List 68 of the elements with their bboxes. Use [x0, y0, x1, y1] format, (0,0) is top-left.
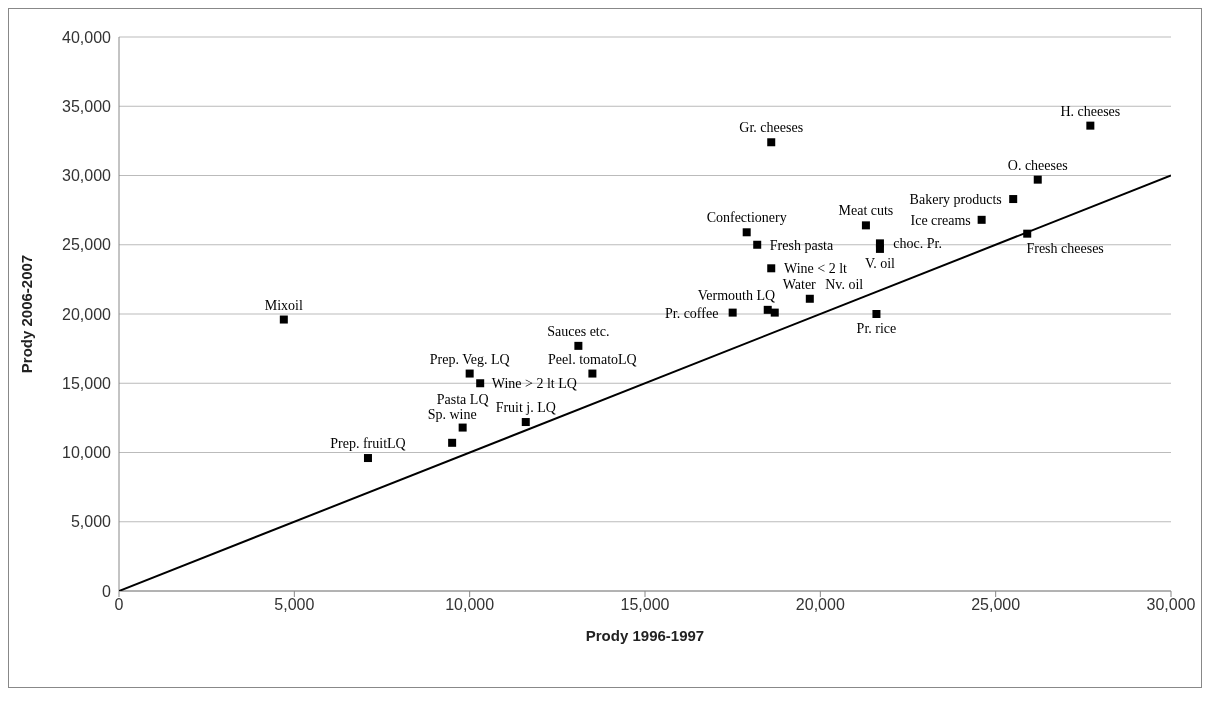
annotation: V. oil	[864, 255, 896, 271]
y-tick-label: 20,000	[62, 305, 112, 323]
point	[1086, 121, 1095, 130]
y-axis-title: Prody 2006-2007	[18, 254, 36, 374]
point	[742, 228, 751, 237]
point	[753, 240, 762, 249]
point	[574, 341, 583, 350]
point	[767, 138, 776, 147]
point	[770, 308, 779, 317]
annotation: Nv. oil	[825, 276, 864, 292]
point	[861, 221, 870, 230]
y-tick-label: 25,000	[62, 236, 112, 254]
point	[767, 264, 776, 273]
annotation: Pasta LQ	[436, 391, 489, 407]
x-tick-label: 0	[114, 596, 124, 614]
x-tick-label: 25,000	[971, 596, 1021, 614]
annotation: Prep. Veg. LQ	[429, 351, 510, 367]
point	[279, 315, 288, 324]
point	[1009, 195, 1018, 204]
annotation: Mixoil	[264, 297, 303, 313]
annotation: choc. Pr.	[893, 236, 942, 252]
point	[977, 215, 986, 224]
annotation: Confectionery	[706, 210, 787, 226]
point	[728, 308, 737, 317]
annotation: Bakery products	[909, 192, 1002, 208]
point	[458, 423, 467, 432]
annotation: H. cheeses	[1060, 103, 1121, 119]
x-tick-label: 15,000	[620, 596, 670, 614]
annotation: Pr. coffee	[664, 305, 719, 321]
annotation: Fresh pasta	[769, 237, 834, 253]
x-tick-label: 30,000	[1146, 596, 1196, 614]
y-tick-label: 5,000	[70, 513, 112, 531]
point	[1033, 175, 1042, 184]
y-tick-label: 10,000	[62, 444, 112, 462]
point	[805, 294, 814, 303]
y-tick-label: 15,000	[62, 374, 112, 392]
x-axis-title: Prody 1996-1997	[585, 627, 705, 644]
annotation: Sauces etc.	[547, 323, 610, 339]
point	[448, 438, 457, 447]
y-tick-label: 40,000	[62, 28, 112, 46]
point	[875, 244, 884, 253]
annotation: Sp. wine	[427, 406, 477, 422]
annotation: Pr. rice	[856, 321, 897, 336]
annotation: Peel. tomatoLQ	[548, 351, 637, 367]
y-tick-label: 30,000	[62, 167, 112, 185]
annotation: Vermouth LQ	[697, 287, 776, 303]
point	[465, 369, 474, 378]
y-tick-label: 0	[102, 582, 112, 600]
x-tick-label: 20,000	[795, 596, 845, 614]
point	[588, 369, 597, 378]
point	[872, 310, 881, 318]
annotation: Wine < 2 lt	[784, 261, 848, 277]
annotation: O. cheeses	[1007, 157, 1068, 173]
annotation: Meat cuts	[838, 203, 894, 219]
point	[476, 379, 485, 388]
annotation: Wine > 2 lt LQ	[491, 376, 577, 392]
annotation: Fruit j. LQ	[495, 400, 556, 416]
x-tick-label: 10,000	[445, 596, 495, 614]
annotation: Water	[782, 276, 817, 292]
annotation: Gr. cheeses	[739, 120, 804, 136]
annotation: Prep. fruitLQ	[330, 436, 406, 452]
x-tick-label: 5,000	[274, 596, 315, 614]
point	[763, 305, 772, 314]
annotation: Fresh cheeses	[1026, 240, 1104, 256]
annotation: Ice creams	[910, 212, 971, 228]
point	[363, 454, 372, 463]
point	[521, 418, 530, 427]
y-tick-label: 35,000	[62, 97, 112, 115]
